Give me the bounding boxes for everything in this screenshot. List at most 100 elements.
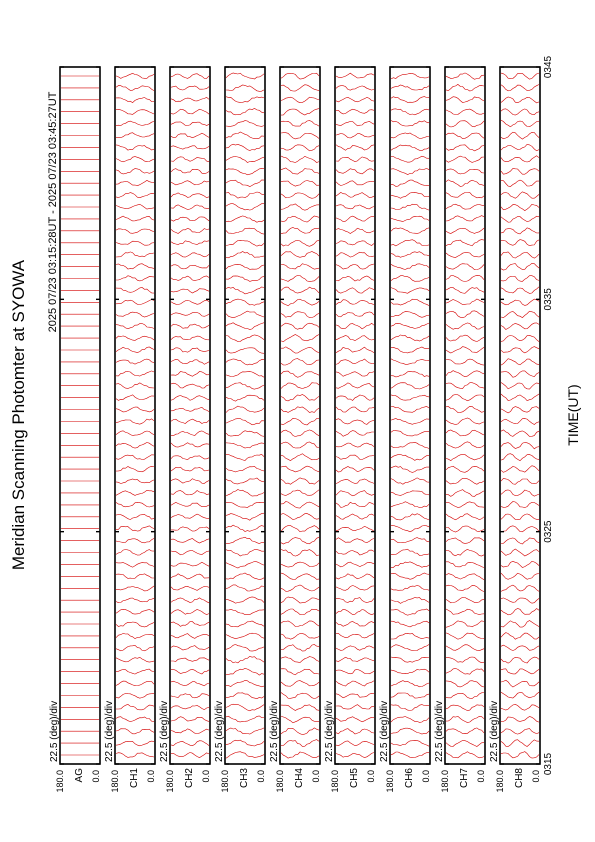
trace-line	[335, 513, 375, 520]
y-tick-top: 180.0	[440, 770, 450, 793]
trace-line	[225, 286, 265, 295]
channel-label: CH2	[184, 768, 195, 788]
trace-line	[335, 680, 375, 687]
trace-line	[280, 465, 320, 473]
trace-line	[500, 478, 540, 485]
trace-line	[445, 608, 485, 615]
trace-line	[445, 334, 485, 342]
trace-line	[170, 323, 210, 329]
trace-line	[280, 358, 320, 366]
trace-line	[445, 478, 485, 485]
trace-line	[280, 180, 320, 187]
trace-line	[335, 180, 375, 186]
channel-panels: 22.5 (deg)/div 180.0 0.0 AG 22.5 (deg)/div 18…	[49, 66, 541, 793]
trace-line	[280, 132, 320, 140]
trace-line	[225, 382, 265, 390]
trace-line	[390, 501, 430, 508]
trace-line	[225, 572, 265, 580]
trace-line	[390, 203, 430, 211]
trace-line	[445, 227, 485, 234]
trace-line	[445, 192, 485, 199]
trace-line	[280, 477, 320, 485]
trace-line	[335, 251, 375, 258]
trace-line	[280, 501, 320, 509]
trace-line	[280, 144, 320, 152]
trace-line	[500, 406, 540, 414]
trace-line	[115, 108, 155, 115]
trace-line	[170, 406, 210, 412]
trace-line	[390, 692, 430, 699]
trace-line	[390, 490, 430, 496]
y-tick-bottom: 0.0	[201, 770, 211, 783]
trace-line	[280, 370, 320, 378]
trace-line	[335, 430, 374, 437]
trace-line	[445, 168, 485, 175]
trace-line	[500, 703, 540, 711]
trace-line	[225, 143, 265, 151]
trace-line	[390, 251, 430, 258]
trace-line	[280, 727, 320, 735]
y-tick-bottom: 0.0	[146, 770, 156, 783]
trace-line	[280, 227, 320, 234]
scale-label: 22.5 (deg)/div	[49, 701, 60, 762]
y-tick-top: 180.0	[385, 770, 395, 793]
trace-line	[170, 168, 210, 175]
trace-line	[225, 120, 265, 127]
trace-line	[225, 453, 265, 461]
trace-group	[115, 72, 155, 758]
trace-line	[115, 562, 155, 568]
trace-line	[445, 322, 485, 330]
trace-line	[500, 346, 540, 354]
trace-line	[225, 156, 265, 163]
trace-line	[335, 573, 375, 580]
time-tick-label: 0345	[543, 55, 554, 78]
trace-line	[225, 715, 265, 723]
trace-line	[280, 751, 320, 759]
y-tick-top: 180.0	[220, 770, 230, 793]
trace-line	[280, 167, 320, 175]
trace-line	[171, 526, 210, 532]
trace-line	[335, 704, 375, 710]
trace-line	[225, 524, 265, 532]
trace-line	[335, 418, 375, 425]
trace-line	[170, 382, 210, 389]
trace-line	[446, 525, 485, 533]
trace-line	[280, 715, 319, 724]
trace-line	[390, 656, 430, 663]
trace-line	[500, 429, 540, 437]
trace-line	[170, 216, 210, 222]
trace-line	[335, 549, 375, 556]
trace-line	[390, 751, 429, 758]
trace-line	[225, 739, 265, 747]
trace-line	[115, 228, 155, 234]
trace-group	[61, 75, 99, 756]
trace-line	[500, 597, 540, 604]
trace-line	[225, 298, 265, 306]
trace-line	[500, 84, 540, 92]
trace-line	[280, 513, 320, 520]
trace-line	[280, 692, 320, 699]
trace-line	[225, 215, 265, 223]
trace-line	[500, 203, 540, 211]
trace-line	[280, 441, 320, 449]
chart-title: Meridian Scanning Photomter at SYOWA	[9, 259, 28, 570]
trace-line	[170, 442, 210, 448]
trace-group	[225, 72, 265, 759]
trace-line	[116, 132, 155, 138]
channel-panel-ch2: 22.5 (deg)/div 180.0 0.0 CH2	[159, 66, 211, 793]
trace-line	[390, 371, 430, 378]
trace-line	[335, 72, 375, 79]
channel-label: CH6	[404, 768, 415, 788]
trace-line	[391, 608, 430, 616]
time-tick-label: 0315	[543, 752, 554, 775]
trace-line	[170, 633, 210, 639]
trace-line	[335, 275, 375, 282]
trace-line	[115, 740, 155, 747]
trace-line	[390, 120, 430, 127]
trace-group	[335, 72, 375, 758]
trace-line	[500, 96, 540, 104]
trace-line	[390, 394, 430, 401]
trace-line	[390, 525, 430, 533]
trace-line	[116, 585, 155, 592]
trace-line	[390, 680, 430, 688]
